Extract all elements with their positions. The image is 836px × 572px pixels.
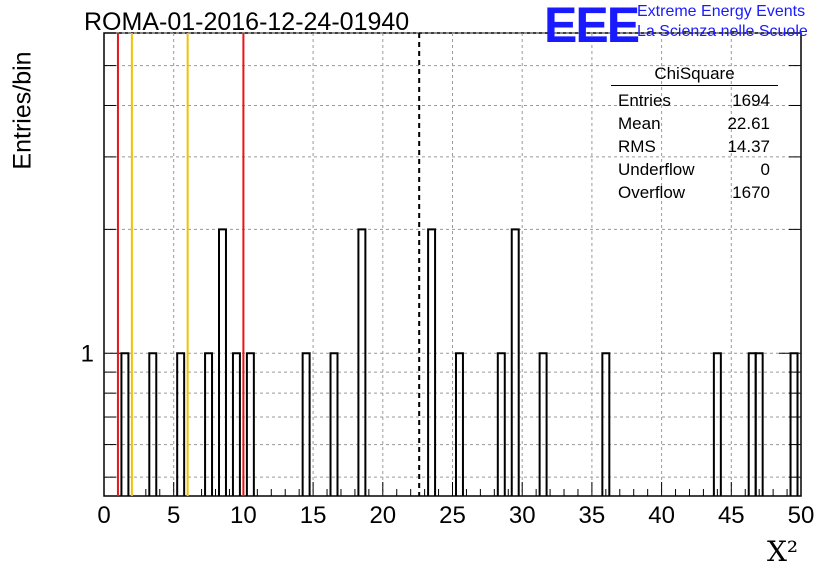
y-axis-label: Entries/bin [8,51,37,170]
stats-label: Entries [618,91,671,110]
y-tick-labels: 1 [81,340,94,367]
histogram-bars [120,228,799,496]
stats-value: 1670 [732,183,770,202]
marker-lines [116,33,421,496]
histogram-bar [510,228,520,496]
stats-label: Overflow [618,183,686,202]
histogram-bar [176,352,186,496]
x-tick-label: 40 [648,502,675,529]
x-tick-label: 10 [230,502,257,529]
histogram-bar [712,352,722,496]
x-tick-label: 0 [97,502,110,529]
stats-value: 22.61 [727,114,770,133]
stats-row: RMS 14.37 [611,135,778,158]
histogram-bar [427,228,437,496]
logo-line-1: Extreme Energy Events [637,3,806,20]
histogram-bar [754,352,764,496]
stats-value: 0 [760,160,770,179]
stats-value: 14.37 [727,137,770,156]
histogram-bar [245,352,255,496]
stats-box: ChiSquare Entries 1694 Mean 22.61 RMS 14.37… [611,64,778,204]
stats-label: Underflow [618,160,695,179]
stats-label: Mean [618,114,661,133]
x-tick-label: 20 [369,502,396,529]
histogram-bar [789,352,799,496]
x-tick-label: 35 [579,502,606,529]
x-tick-label: 50 [788,502,815,529]
stats-row: Mean 22.61 [611,112,778,135]
histogram-bar [148,352,158,496]
x-tick-label: 30 [509,502,536,529]
stats-row: Overflow 1670 [611,181,778,204]
logo-line-2: La Scienza nelle Scuole [637,23,808,40]
stats-title: ChiSquare [611,64,778,86]
histogram-bar [496,352,506,496]
histogram-bar [329,352,339,496]
x-tick-label: 45 [718,502,745,529]
stats-row: Entries 1694 [611,89,778,112]
y-tick-label: 1 [81,340,94,367]
histogram-bar [218,228,227,496]
histogram-bar [747,352,757,496]
histogram-bar [538,352,548,496]
x-tick-label: 15 [300,502,327,529]
histogram-bar [120,352,130,496]
histogram-bar [357,228,367,496]
stats-row: Underflow 0 [611,158,778,181]
histogram-bar [454,352,464,496]
histogram-bar [601,352,611,496]
histogram-bar [204,352,214,496]
stats-value: 1694 [732,91,770,110]
x-tick-label: 5 [167,502,180,529]
histogram-bar [301,352,311,496]
x-tick-label: 25 [439,502,466,529]
x-tick-labels: 0 5 10 15 20 25 30 35 40 45 50 [97,502,814,529]
chart-title: ROMA-01-2016-12-24-01940 [84,8,410,36]
eee-logo: EEE [544,0,640,53]
stats-label: RMS [618,137,656,156]
histogram-bar [231,352,241,496]
x-axis-label: X² [767,535,799,568]
